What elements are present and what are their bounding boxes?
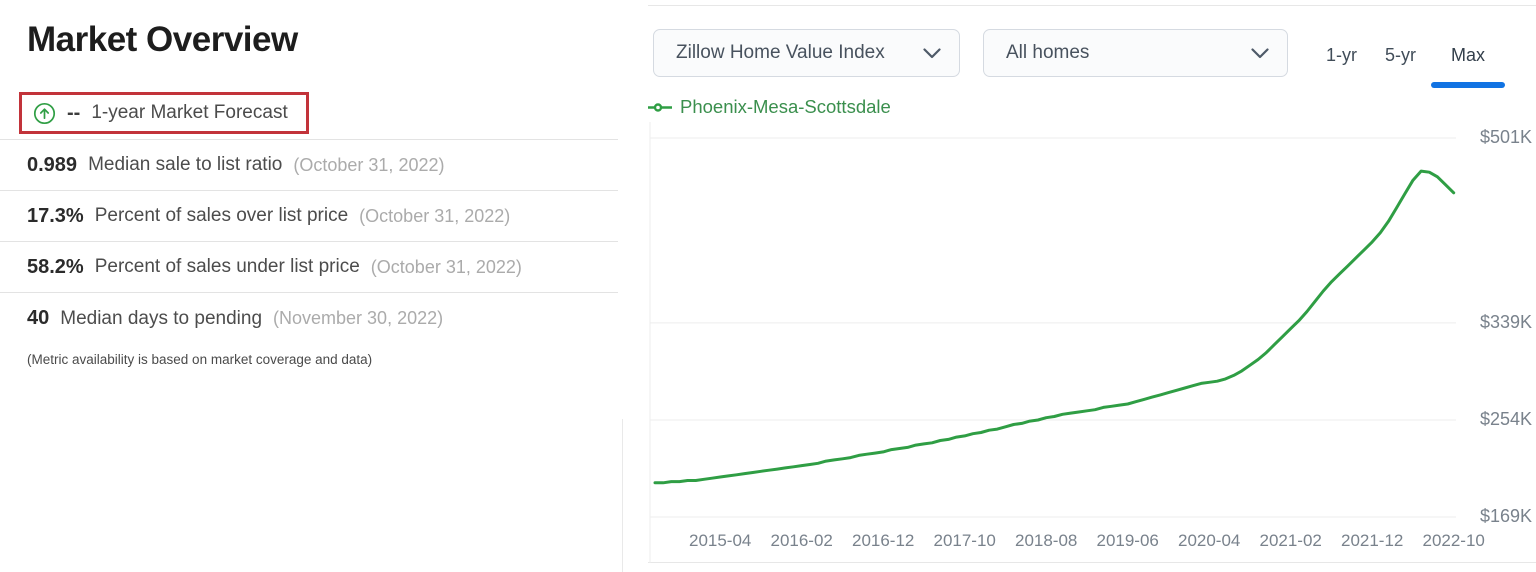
metric-value: 40	[27, 307, 50, 329]
tab-5-yr[interactable]: 5-yr	[1371, 22, 1430, 88]
tab-label: 1-yr	[1326, 44, 1357, 65]
market-forecast-highlight-box: -- 1-year Market Forecast	[19, 92, 309, 134]
metric-availability-note: (Metric availability is based on market …	[27, 352, 373, 367]
chevron-down-icon	[923, 47, 941, 59]
home-type-dropdown-value: All homes	[1006, 42, 1090, 63]
metric-date: (November 30, 2022)	[273, 308, 444, 328]
x-axis-label: 2019-06	[1096, 531, 1159, 550]
chevron-down-icon	[1251, 47, 1269, 59]
metric-row: 58.2% Percent of sales under list price (O…	[0, 242, 618, 293]
tab-1-yr[interactable]: 1-yr	[1312, 22, 1371, 88]
active-tab-underline	[1431, 82, 1506, 88]
chart-panel-top-border	[648, 5, 1536, 6]
tab-max[interactable]: Max	[1430, 22, 1507, 88]
metric-dropdown[interactable]: Zillow Home Value Index	[653, 29, 960, 77]
x-axis-label: 2020-04	[1177, 531, 1241, 550]
metric-date: (October 31, 2022)	[293, 154, 445, 175]
x-axis-label: 2018-08	[1014, 531, 1078, 550]
y-axis-label: $501K	[1479, 127, 1532, 147]
legend-label: Phoenix-Mesa-Scottsdale	[680, 96, 891, 117]
chart-panel-bottom-border	[648, 562, 1536, 563]
page-title: Market Overview	[27, 20, 298, 59]
metric-date: (October 31, 2022)	[370, 256, 522, 277]
metric-label: Median days to pending	[60, 307, 263, 329]
metrics-list: 0.989 Median sale to list ratio (October 3…	[0, 139, 618, 344]
x-axis-label: 2017-10	[933, 531, 996, 550]
y-axis-label: $169K	[1479, 506, 1532, 526]
x-axis-label: 2016-12	[851, 531, 915, 550]
tab-label: 5-yr	[1385, 44, 1416, 65]
metric-row: 0.989 Median sale to list ratio (October 3…	[0, 140, 618, 191]
forecast-value: --	[67, 102, 81, 124]
metric-value: 58.2%	[27, 255, 84, 278]
legend-item[interactable]: Phoenix-Mesa-Scottsdale	[648, 96, 891, 118]
y-axis-label: $339K	[1479, 311, 1532, 332]
metric-value: 17.3%	[27, 204, 84, 227]
panel-divider	[622, 419, 623, 572]
metric-value: 0.989	[27, 153, 78, 176]
metric-label: Median sale to list ratio	[88, 154, 283, 175]
x-axis-label: 2016-02	[770, 531, 833, 550]
x-axis-label: 2022-10	[1422, 531, 1485, 550]
metric-row: 40 Median days to pending (November 30, 20…	[0, 293, 618, 344]
metric-dropdown-value: Zillow Home Value Index	[676, 42, 885, 63]
circle-up-arrow-icon	[33, 102, 56, 125]
metric-label: Percent of sales over list price	[94, 205, 349, 226]
series-line-phoenix-mesa-scottsdale	[653, 169, 1456, 485]
tab-label: Max	[1451, 44, 1486, 65]
metric-date: (October 31, 2022)	[359, 205, 511, 226]
time-range-tabs: 1-yr 5-yr Max	[1312, 22, 1507, 88]
y-axis-label: $254K	[1479, 408, 1532, 429]
series-line-icon	[648, 101, 672, 114]
home-type-dropdown[interactable]: All homes	[983, 29, 1288, 77]
metric-row: 17.3% Percent of sales over list price (Oc…	[0, 191, 618, 242]
x-axis-label: 2015-04	[688, 531, 752, 550]
metric-label: Percent of sales under list price	[94, 256, 360, 277]
forecast-label: 1-year Market Forecast	[91, 102, 288, 123]
x-axis-label: 2021-02	[1259, 531, 1322, 550]
x-axis-label: 2021-12	[1340, 531, 1404, 550]
